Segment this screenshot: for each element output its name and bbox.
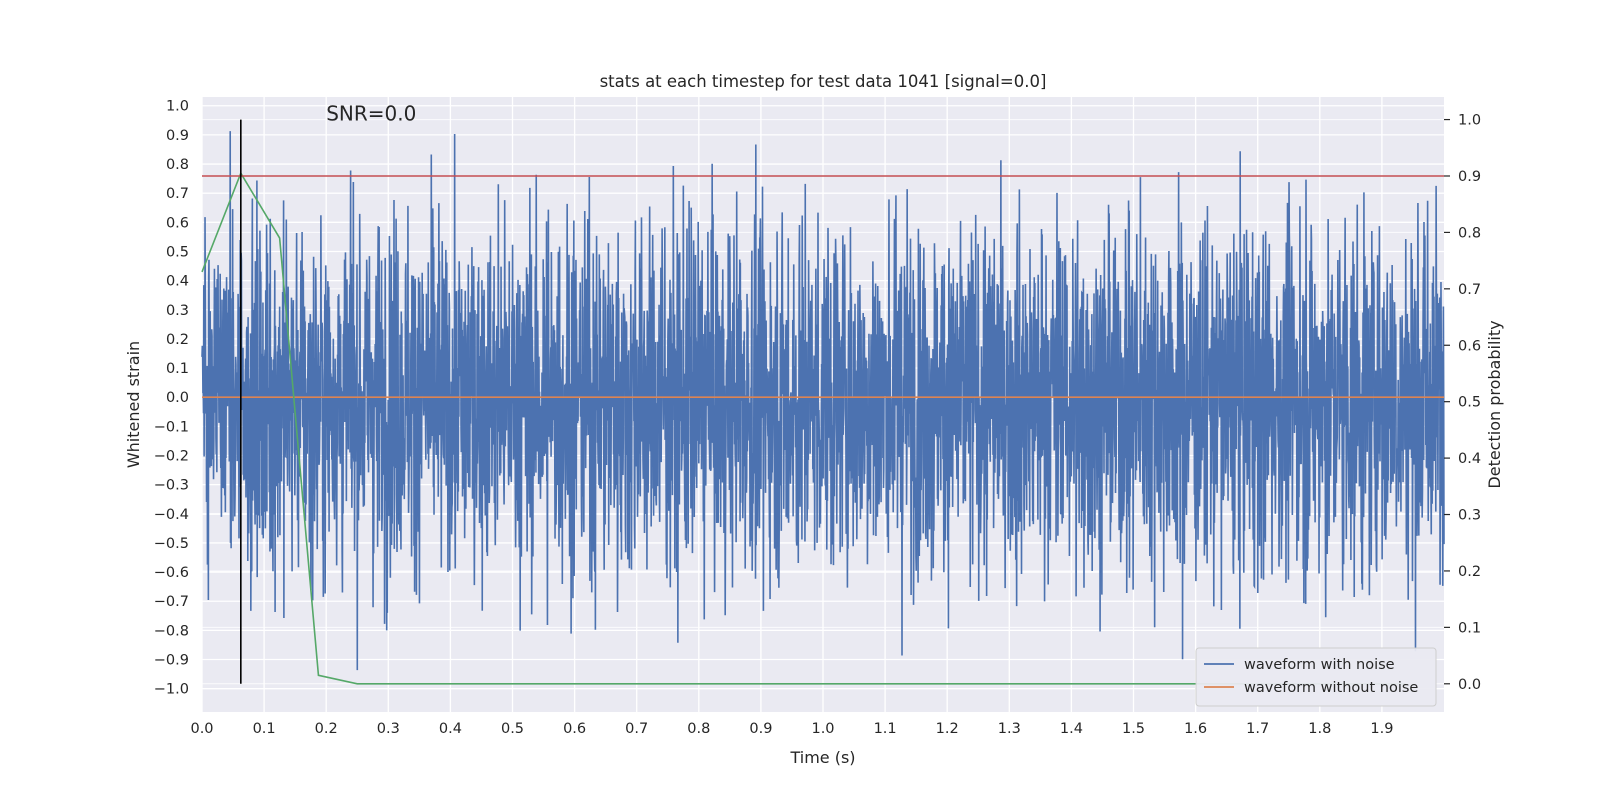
y2-tick-label: 0.1 (1458, 620, 1481, 636)
y2-tick-label: 0.0 (1458, 677, 1481, 693)
x-tick-label: 1.0 (811, 721, 834, 737)
y-tick-label: −0.9 (154, 653, 189, 669)
y2-tick-label: 0.9 (1458, 169, 1481, 185)
y2-tick-label: 0.6 (1458, 338, 1481, 354)
y-tick-label: 0.6 (166, 215, 189, 231)
x-tick-label: 1.9 (1370, 721, 1393, 737)
y-tick-label: 0.2 (166, 332, 189, 348)
y-tick-label: 0.8 (166, 157, 189, 173)
y-axis-ticks: 1.0 0.9 0.8 0.7 0.6 0.5 0.4 0.3 0.2 0.1 0.0 −0.1 −0.… (154, 99, 189, 698)
y-tick-label: −0.7 (154, 594, 189, 610)
y-tick-label: 0.4 (166, 274, 189, 290)
y-tick-label: 0.3 (166, 303, 189, 319)
x-tick-label: 1.5 (1122, 721, 1145, 737)
x-tick-label: 1.7 (1246, 721, 1269, 737)
snr-annotation: SNR=0.0 (326, 101, 416, 125)
x-tick-label: 0.1 (253, 721, 276, 737)
series-detection-probability (201, 171, 1406, 685)
y2-tick-label: 0.4 (1458, 451, 1481, 467)
y2-tick-label: 0.2 (1458, 564, 1481, 580)
legend: waveform with noise waveform without nois… (1195, 647, 1437, 707)
x-tick-label: 0.2 (315, 721, 338, 737)
x-tick-label: 0.7 (625, 721, 648, 737)
y2-tick-label: 0.5 (1458, 395, 1481, 411)
y2-tick-label: 0.8 (1458, 225, 1481, 241)
series-waveform-with-noise (201, 131, 1445, 671)
y-tick-label: −0.3 (154, 478, 189, 494)
y-tick-label: 0.5 (166, 244, 189, 260)
y-tick-label: −0.8 (154, 623, 189, 639)
legend-box (1195, 647, 1437, 707)
x-tick-label: 0.0 (190, 721, 213, 737)
x-tick-label: 0.5 (501, 721, 524, 737)
y2-tick-label: 1.0 (1458, 113, 1481, 129)
x-tick-label: 1.1 (874, 721, 897, 737)
x-tick-label: 0.6 (563, 721, 586, 737)
series-layer (201, 119, 1445, 685)
y-tick-label: 1.0 (166, 99, 189, 115)
x-tick-label: 1.4 (1060, 721, 1083, 737)
chart-title: stats at each timestep for test data 104… (600, 72, 1047, 91)
x-tick-label: 1.6 (1184, 721, 1207, 737)
x-tick-label: 1.8 (1308, 721, 1331, 737)
x-tick-label: 0.9 (749, 721, 772, 737)
x-axis-label: Time (s) (789, 748, 855, 767)
y-tick-label: −0.6 (154, 565, 189, 581)
x-tick-label: 1.2 (936, 721, 959, 737)
x-tick-label: 0.3 (377, 721, 400, 737)
y-tick-label: −0.5 (154, 536, 189, 552)
x-tick-label: 0.8 (687, 721, 710, 737)
legend-entry-label: waveform with noise (1244, 657, 1395, 673)
y2-tick-label: 0.3 (1458, 508, 1481, 524)
y-tick-label: −0.1 (154, 419, 189, 435)
y-tick-label: 0.9 (166, 128, 189, 144)
y2-tick-label: 0.7 (1458, 282, 1481, 298)
y-tick-label: 0.1 (166, 361, 189, 377)
x-tick-label: 1.3 (998, 721, 1021, 737)
y-tick-label: 0.7 (166, 186, 189, 202)
y2-axis-label: Detection probability (1485, 320, 1504, 488)
legend-entry-label: waveform without noise (1244, 680, 1418, 696)
y-tick-label: −1.0 (154, 682, 189, 698)
x-axis-ticks: 0.0 0.1 0.2 0.3 0.4 0.5 0.6 0.7 0.8 0.9 1.0 1.1 1.2 1… (190, 721, 1393, 737)
y-tick-label: 0.0 (166, 390, 189, 406)
y-axis-label: Whitened strain (124, 341, 143, 468)
x-tick-label: 0.4 (439, 721, 462, 737)
y-tick-label: −0.2 (154, 449, 189, 465)
y2-axis-ticks: 1.0 0.9 0.8 0.7 0.6 0.5 0.4 0.3 0.2 0.1 0.0 (1444, 113, 1481, 693)
y-tick-label: −0.4 (154, 507, 189, 523)
